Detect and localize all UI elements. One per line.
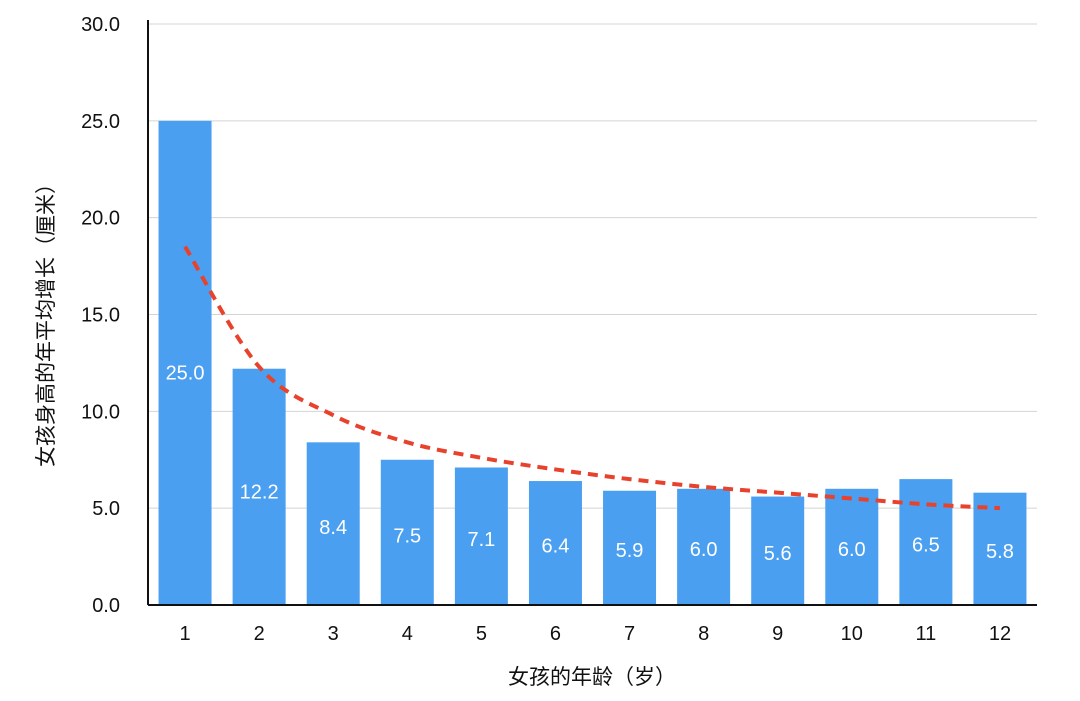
bar [306, 442, 360, 605]
x-tick-label: 12 [989, 623, 1011, 645]
x-tick-label: 11 [915, 623, 936, 645]
bar [454, 467, 508, 605]
x-axis-title: 女孩的年龄（岁） [508, 665, 676, 689]
bar [232, 368, 286, 605]
y-tick-label: 20.0 [81, 208, 120, 230]
bar [528, 481, 582, 605]
y-tick-label: 10.0 [81, 401, 120, 423]
y-tick-label: 5.0 [92, 498, 120, 520]
y-tick-labels: 0.0 5.0 10.0 15.0 20.0 25.0 30.0 [81, 14, 120, 617]
bars [158, 120, 1027, 605]
x-tick-label: 2 [254, 623, 265, 645]
data-label: 12.2 [240, 482, 279, 504]
x-tick-label: 4 [402, 623, 413, 645]
data-label: 7.5 [393, 525, 421, 547]
axes [147, 20, 1037, 606]
x-tick-label: 3 [328, 623, 339, 645]
data-label: 5.6 [764, 543, 792, 565]
bar [158, 120, 212, 605]
x-tick-label: 8 [698, 623, 709, 645]
data-label: 6.0 [690, 539, 718, 561]
x-tick-label: 9 [772, 623, 783, 645]
bar [603, 490, 657, 605]
bar [973, 492, 1027, 605]
trendline [183, 245, 1001, 511]
data-label: 6.5 [912, 535, 940, 557]
y-tick-label: 15.0 [81, 305, 120, 327]
x-tick-label: 5 [476, 623, 487, 645]
data-labels: 25.0 12.2 8.4 7.5 7.1 6.4 5.9 6.0 5.6 6.0 6.5 5.8 [166, 363, 1014, 565]
data-label: 25.0 [166, 363, 205, 385]
data-label: 6.0 [838, 539, 866, 561]
trendline-layer [183, 245, 1001, 511]
bar [380, 459, 434, 605]
y-tick-label: 25.0 [81, 111, 120, 133]
y-axis-title: 女孩身高的年平均增长（厘米） [34, 173, 58, 467]
data-label: 6.4 [542, 536, 570, 558]
bar [899, 479, 953, 605]
bar [825, 488, 879, 605]
x-tick-label: 1 [179, 623, 190, 645]
bar [677, 488, 731, 605]
data-label: 7.1 [467, 529, 495, 551]
y-tick-label: 0.0 [92, 595, 120, 617]
y-tick-label: 30.0 [81, 14, 120, 36]
x-tick-label: 7 [624, 623, 635, 645]
data-label: 5.8 [986, 541, 1014, 563]
x-tick-labels: 1 2 3 4 5 6 7 8 9 10 11 12 [179, 623, 1011, 645]
grid-lines [148, 23, 1037, 509]
bar [751, 496, 805, 605]
x-tick-label: 6 [550, 623, 561, 645]
data-label: 5.9 [616, 540, 644, 562]
data-label: 8.4 [319, 517, 347, 539]
x-tick-label: 10 [841, 623, 863, 645]
